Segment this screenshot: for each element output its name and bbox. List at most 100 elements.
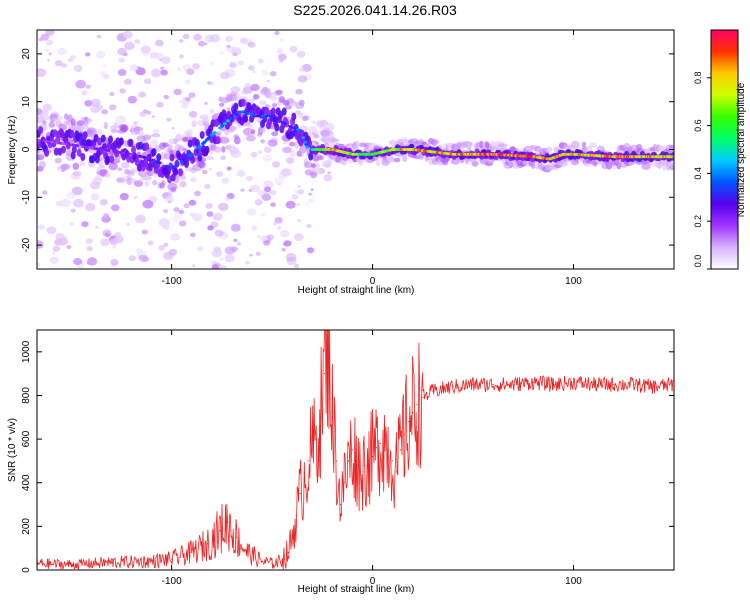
spectrogram-halo-cell	[177, 146, 185, 151]
snr-point	[319, 416, 321, 418]
spectrogram-ridge-cell	[296, 130, 302, 139]
spectrogram-noise-cell	[127, 95, 138, 104]
snr-point	[372, 455, 374, 458]
spectrogram-noise-cell	[297, 185, 301, 188]
y-tick-label: 400	[21, 474, 32, 491]
spectrogram-halo-cell	[244, 82, 252, 89]
spectrogram-noise-cell	[315, 120, 325, 128]
spectrogram-noise-cell	[100, 238, 110, 246]
spectrogram-noise-cell	[172, 215, 182, 223]
spectrogram-halo-cell	[142, 175, 152, 181]
snr-point	[368, 460, 370, 462]
spectrogram-noise-cell	[183, 97, 187, 100]
spectrogram-ridge-cell	[144, 142, 150, 151]
spectrogram-noise-cell	[210, 260, 217, 266]
spectrogram-noise-cell	[269, 71, 277, 77]
snr-x-ticks: -100 0 100	[162, 330, 582, 587]
spectrogram-noise-cell	[42, 103, 52, 112]
spectrogram-noise-cell	[85, 84, 91, 89]
spectrogram-halo-cell	[150, 139, 159, 146]
spectrogram-noise-cell	[142, 199, 154, 209]
spectrogram-noise-cell	[99, 199, 108, 206]
spectrogram-halo-cell	[190, 177, 197, 182]
spectrogram-noise-cell	[151, 115, 156, 118]
snr-point	[343, 482, 345, 484]
snr-point	[416, 403, 418, 405]
snr-point	[307, 460, 309, 462]
spectrogram-halo-cell	[375, 158, 380, 167]
spectrogram-core-cell	[222, 122, 227, 125]
spectrogram-core-cell	[275, 117, 280, 121]
spectrogram-noise-cell	[89, 104, 101, 114]
spectrogram-noise-cell	[109, 91, 115, 97]
spectrogram-noise-cell	[254, 199, 263, 206]
spectrogram-noise-cell	[274, 176, 285, 185]
spectrogram-noise-cell	[262, 154, 272, 162]
x-tick-label: 100	[565, 576, 582, 587]
snr-point	[327, 340, 329, 342]
spectrogram-noise-cell	[103, 213, 110, 219]
spectrogram-halo-cell	[206, 155, 214, 161]
spectrogram-noise-cell	[100, 70, 107, 77]
spectrogram-core-cell	[145, 156, 150, 160]
spectrogram-noise-cell	[84, 100, 93, 107]
spectrogram-noise-cell	[168, 248, 178, 256]
snr-point	[150, 560, 153, 562]
spectrogram-ridge-cell	[87, 139, 93, 148]
spectrogram-noise-cell	[232, 52, 238, 57]
spectrogram-noise-cell	[49, 256, 59, 264]
spectrogram-core-cell	[112, 150, 117, 154]
spectrogram-halo-cell	[198, 161, 206, 169]
snr-point	[291, 536, 293, 538]
spectrogram-ridge-cell	[128, 138, 134, 147]
colorbar-tick-label: 0.8	[693, 72, 703, 85]
spectrogram-halo-cell	[110, 128, 119, 134]
spectrogram-ridge-cell	[156, 153, 162, 162]
spectrogram-noise-cell	[248, 188, 253, 192]
spectrogram-noise-cell	[306, 247, 315, 254]
spectrogram-noise-cell	[91, 98, 101, 107]
spectrogram-noise-cell	[312, 120, 316, 124]
spectrogram-noise-cell	[278, 53, 287, 61]
spectrogram-halo-cell	[402, 154, 408, 162]
spectrogram-noise-cell	[220, 155, 226, 160]
spectrogram-noise-cell	[230, 223, 241, 232]
spectrogram-core-cell	[189, 152, 194, 156]
spectrogram-noise-cell	[160, 66, 165, 70]
spectrogram-halo-cell	[245, 135, 256, 142]
spectrogram-core-cell	[124, 152, 129, 155]
spectrogram-halo-cell	[352, 140, 360, 149]
spectrogram-core-cell	[47, 140, 52, 144]
spectrogram-noise-cell	[246, 175, 254, 182]
spectrogram-noise-cell	[178, 209, 185, 214]
spectrogram-halo-cell	[247, 124, 255, 129]
spectrogram-halo-cell	[230, 86, 241, 94]
spectrogram-ridge-cell	[44, 148, 50, 157]
spectrogram-noise-cell	[111, 245, 117, 249]
spectrogram-noise-cell	[188, 199, 197, 206]
spectrogram-noise-cell	[277, 226, 282, 230]
spectrogram-halo-cell	[274, 89, 283, 96]
spectrogram-noise-cell	[236, 170, 246, 177]
spectrogram-core-cell	[301, 136, 306, 140]
snr-point	[392, 460, 394, 462]
spectrogram-halo-cell	[152, 179, 158, 186]
spectrogram-noise-cell	[73, 257, 83, 266]
spectrogram-halo-cell	[40, 132, 46, 138]
spectrogram-ridge-cell	[204, 145, 210, 154]
spectrogram-noise-cell	[257, 150, 263, 155]
spectrogram-noise-cell	[86, 246, 93, 251]
snr-point	[412, 412, 414, 414]
spectrogram-halo-cell	[302, 115, 308, 122]
snr-point	[572, 381, 575, 383]
snr-point	[303, 477, 305, 479]
spectrogram-halo-cell	[269, 95, 278, 101]
spectrogram-halo-cell	[260, 139, 266, 144]
spectrogram-noise-cell	[264, 186, 272, 192]
snr-point	[295, 514, 297, 517]
spectrogram-core-cell	[256, 114, 260, 118]
spectrogram-noise-cell	[208, 168, 212, 171]
spectrogram-core-cell	[75, 144, 80, 148]
spectrogram-noise-cell	[308, 125, 318, 133]
